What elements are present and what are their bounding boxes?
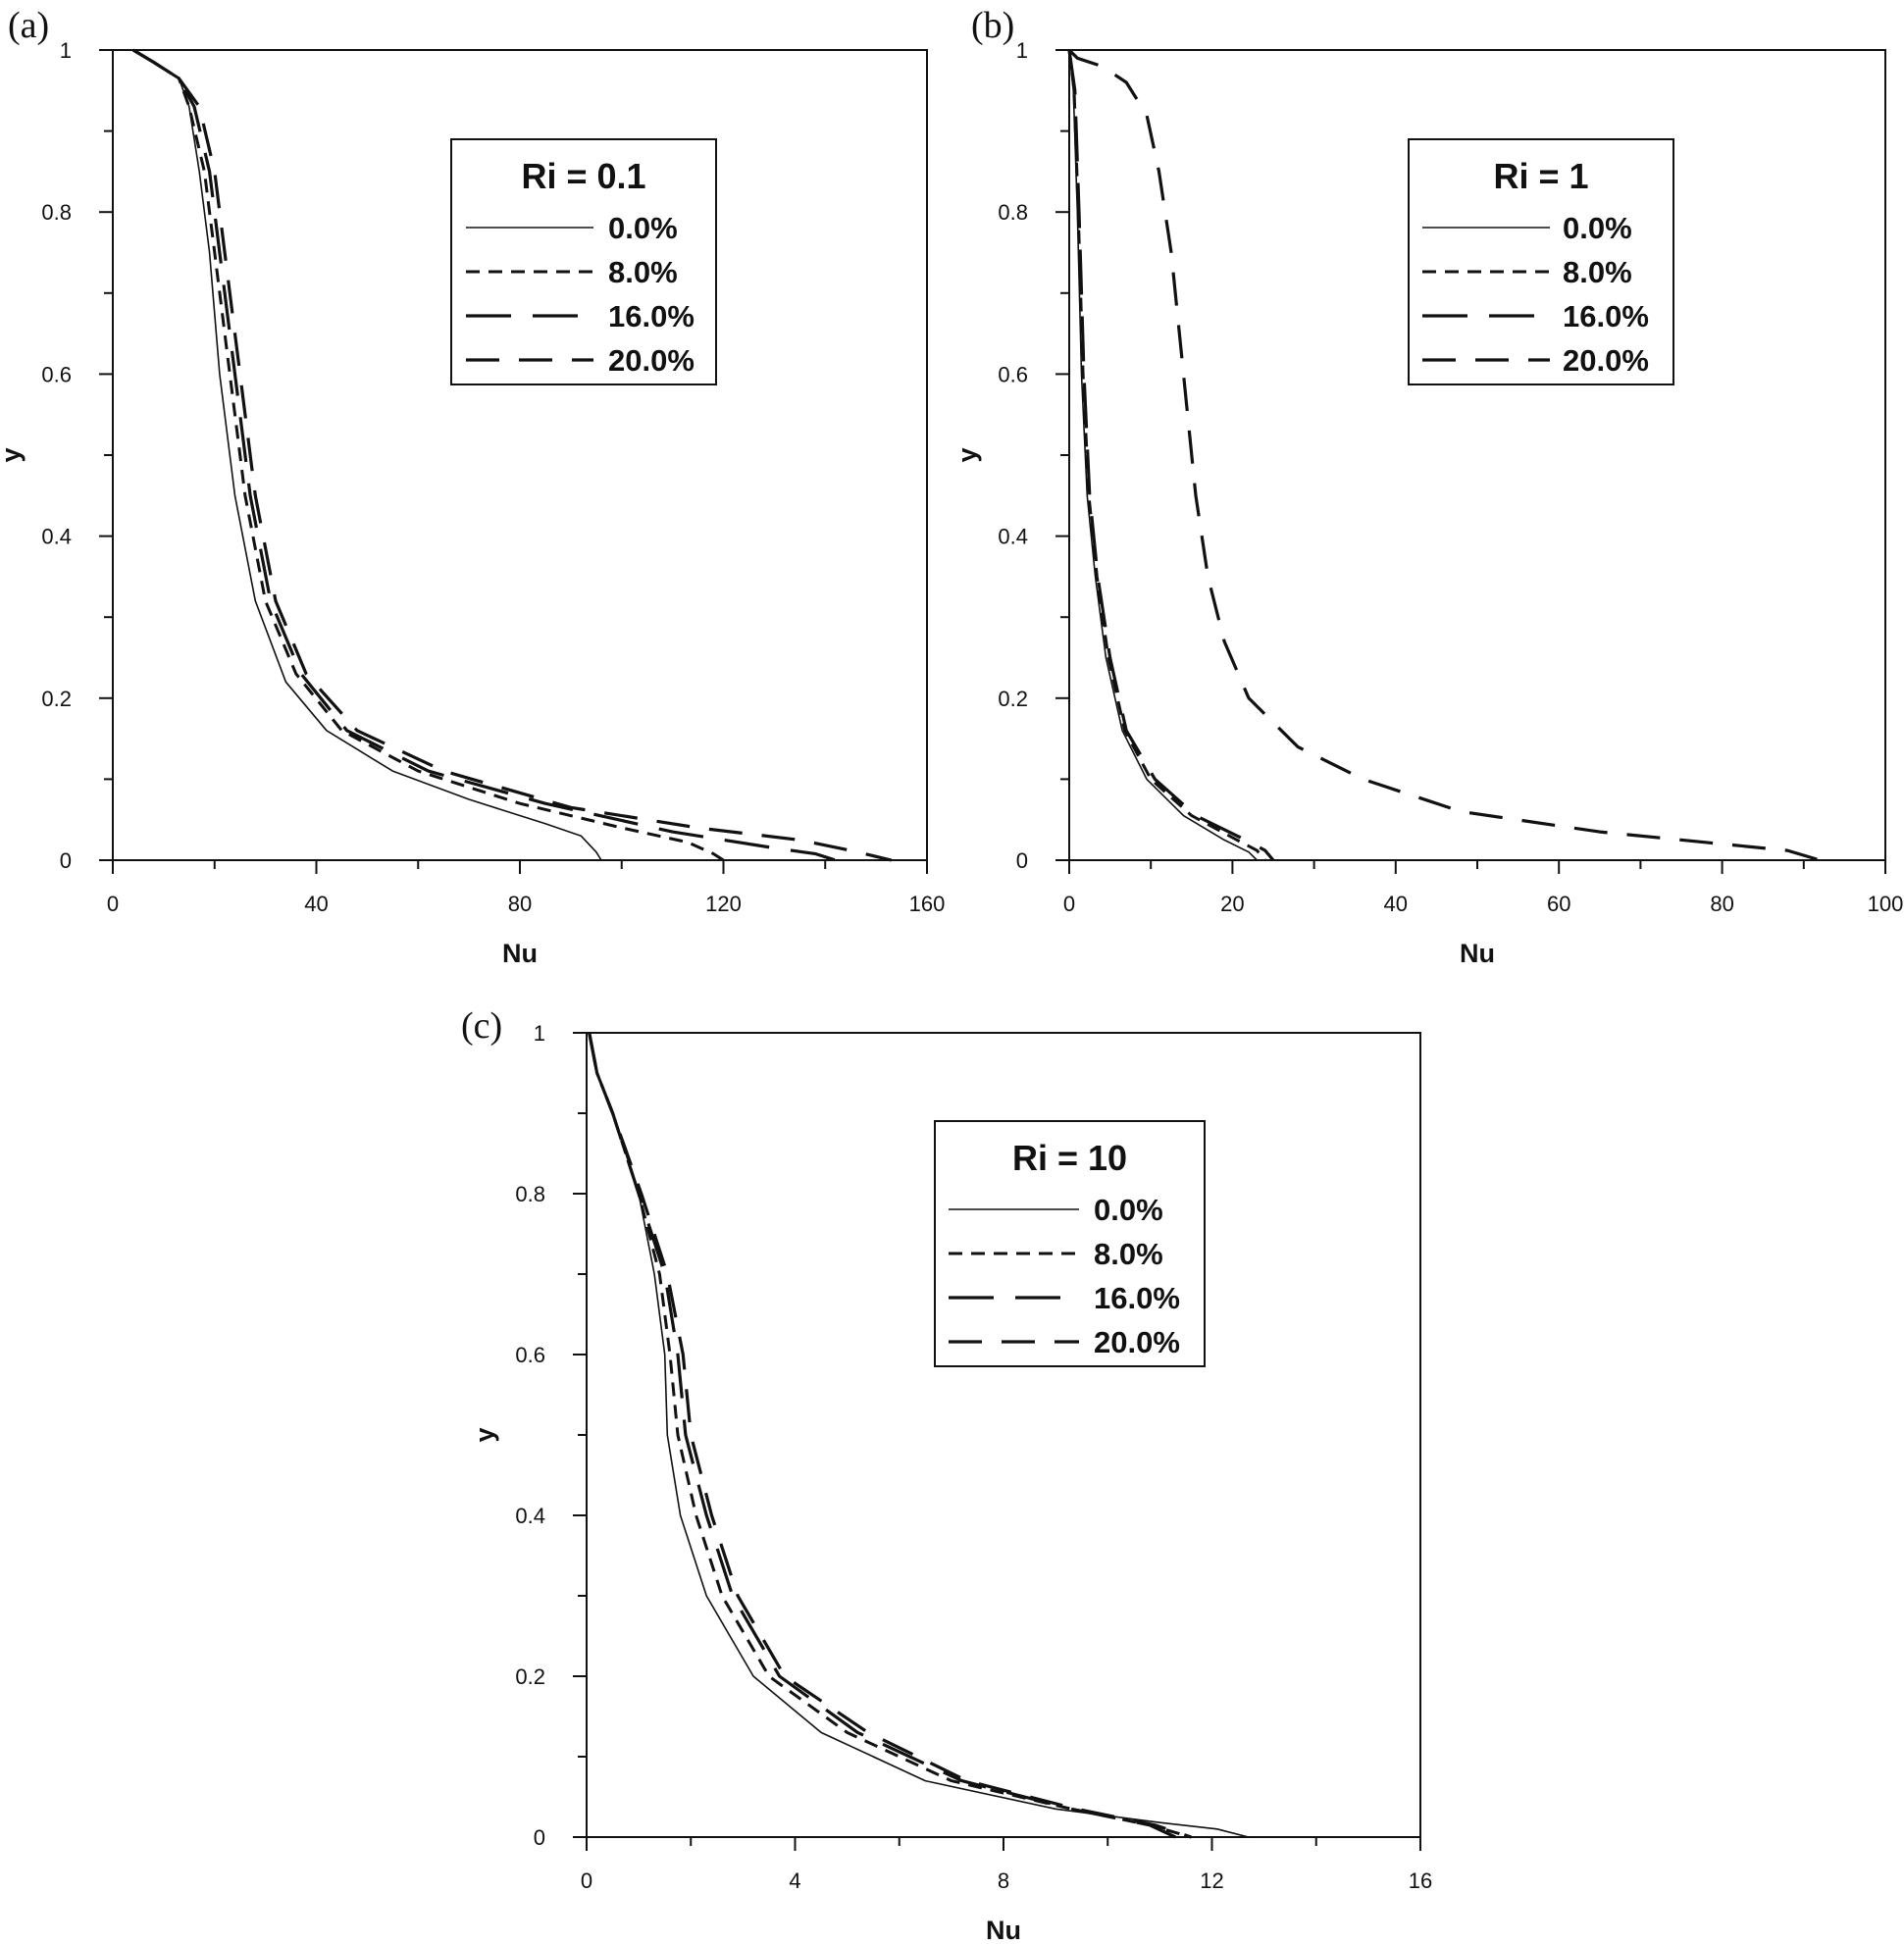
y-axis-title: y	[0, 447, 26, 462]
y-tick-label: 0.4	[515, 1504, 545, 1528]
x-tick-label: 40	[304, 892, 328, 916]
series-line	[1067, 48, 1821, 862]
y-tick-label: 0.6	[515, 1343, 545, 1367]
x-axis-title: Nu	[502, 939, 538, 968]
y-tick-label: 1	[1016, 38, 1028, 63]
legend-box	[1408, 138, 1674, 385]
x-tick-label: 80	[508, 892, 532, 916]
legend: Ri = 10 0.0% 8.0% 16.0% 20.0%	[934, 1120, 1206, 1367]
y-tick-label: 0.6	[41, 362, 72, 386]
legend: Ri = 1 0.0% 8.0% 16.0% 20.0%	[1408, 138, 1674, 385]
legend-label: 16.0%	[1094, 1281, 1180, 1315]
legend-label: 20.0%	[1563, 343, 1649, 378]
y-tick-label: 0.2	[41, 687, 72, 711]
chart-panel-a: (a) 0 40 80 120 160 0 0.2 0.4 0.6 0.8 1 Nu y Ri = 0.1 0…	[0, 5, 945, 968]
y-tick-label: 0.2	[515, 1664, 545, 1689]
y-tick-label: 0.4	[998, 525, 1028, 549]
x-tick-label: 0	[581, 1868, 592, 1893]
legend-label: 16.0%	[1563, 299, 1649, 333]
legend-title: Ri = 10	[1012, 1138, 1127, 1178]
y-tick-label: 0.2	[998, 687, 1028, 711]
legend-box	[934, 1120, 1206, 1367]
legend-label: 8.0%	[1094, 1237, 1163, 1271]
y-tick-label: 0.4	[41, 525, 72, 549]
x-tick-label: 16	[1409, 1868, 1432, 1893]
series-line	[131, 48, 893, 862]
y-tick-label: 0.8	[41, 200, 72, 225]
x-tick-label: 40	[1384, 892, 1408, 916]
legend-label: 8.0%	[1563, 255, 1632, 289]
legend: Ri = 0.1 0.0% 8.0% 16.0% 20.0%	[450, 138, 717, 385]
y-axis-title: y	[952, 447, 982, 462]
x-axis-title: Nu	[986, 1916, 1021, 1944]
x-tick-label: 80	[1710, 892, 1733, 916]
legend-label: 20.0%	[608, 343, 695, 378]
series-line	[1067, 49, 1266, 861]
x-tick-label: 60	[1547, 892, 1570, 916]
y-tick-label: 0.8	[515, 1182, 545, 1206]
chart-panel-c: (c) 0 4 8 12 16 0 0.2 0.4 0.6 0.8 1 Nu y Ri = 10 0.0% 8.…	[461, 1005, 1432, 1944]
panel-label: (a)	[8, 5, 49, 46]
series-line	[131, 48, 837, 862]
y-tick-label: 0.6	[998, 362, 1028, 386]
x-tick-label: 8	[998, 1868, 1009, 1893]
legend-label: 8.0%	[608, 255, 678, 289]
series-line	[1067, 49, 1275, 862]
legend-label: 16.0%	[608, 299, 695, 333]
y-tick-label: 0	[60, 848, 72, 873]
x-tick-label: 4	[789, 1868, 800, 1893]
x-tick-label: 0	[107, 892, 119, 916]
legend-label: 0.0%	[1094, 1193, 1163, 1227]
y-tick-label: 1	[534, 1021, 545, 1046]
y-tick-label: 1	[60, 38, 72, 63]
series-line	[588, 1032, 1192, 1839]
y-axis-title: y	[470, 1427, 499, 1442]
series-line	[132, 48, 725, 862]
panel-label: (c)	[461, 1005, 502, 1047]
legend-label: 20.0%	[1094, 1325, 1180, 1359]
x-tick-label: 160	[909, 892, 946, 916]
y-tick-label: 0	[1016, 848, 1028, 873]
x-tick-label: 0	[1063, 892, 1075, 916]
y-tick-label: 0	[534, 1825, 545, 1850]
x-axis-title: Nu	[1460, 939, 1495, 968]
legend-box	[450, 138, 717, 385]
legend-label: 0.0%	[1563, 211, 1632, 245]
x-tick-label: 120	[705, 892, 742, 916]
y-tick-label: 0.8	[998, 200, 1028, 225]
legend-title: Ri = 1	[1493, 156, 1588, 196]
series-line	[1068, 49, 1258, 861]
x-tick-label: 100	[1868, 892, 1904, 916]
x-tick-label: 20	[1220, 892, 1244, 916]
x-tick-label: 12	[1200, 1868, 1223, 1893]
chart-panel-b: (b) 0 20 40 60 80 100 0 0.2 0.4 0.6 0.8 1 Nu y Ri = 1 0.…	[952, 5, 1903, 968]
legend-label: 0.0%	[608, 211, 678, 245]
legend-title: Ri = 0.1	[521, 156, 645, 196]
panel-label: (b)	[971, 5, 1014, 46]
